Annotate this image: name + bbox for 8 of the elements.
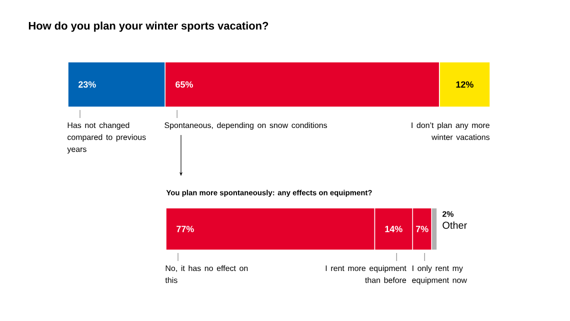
chart-title: How do you plan your winter sports vacation? — [28, 22, 268, 32]
series-label: Other — [442, 222, 467, 229]
data-label: 12% — [456, 81, 474, 88]
data-label: 14% — [385, 226, 402, 232]
data-label: 23% — [78, 81, 96, 88]
data-label: 7% — [416, 226, 428, 232]
data-label: 65% — [176, 81, 193, 88]
data-label: 77% — [176, 226, 194, 232]
